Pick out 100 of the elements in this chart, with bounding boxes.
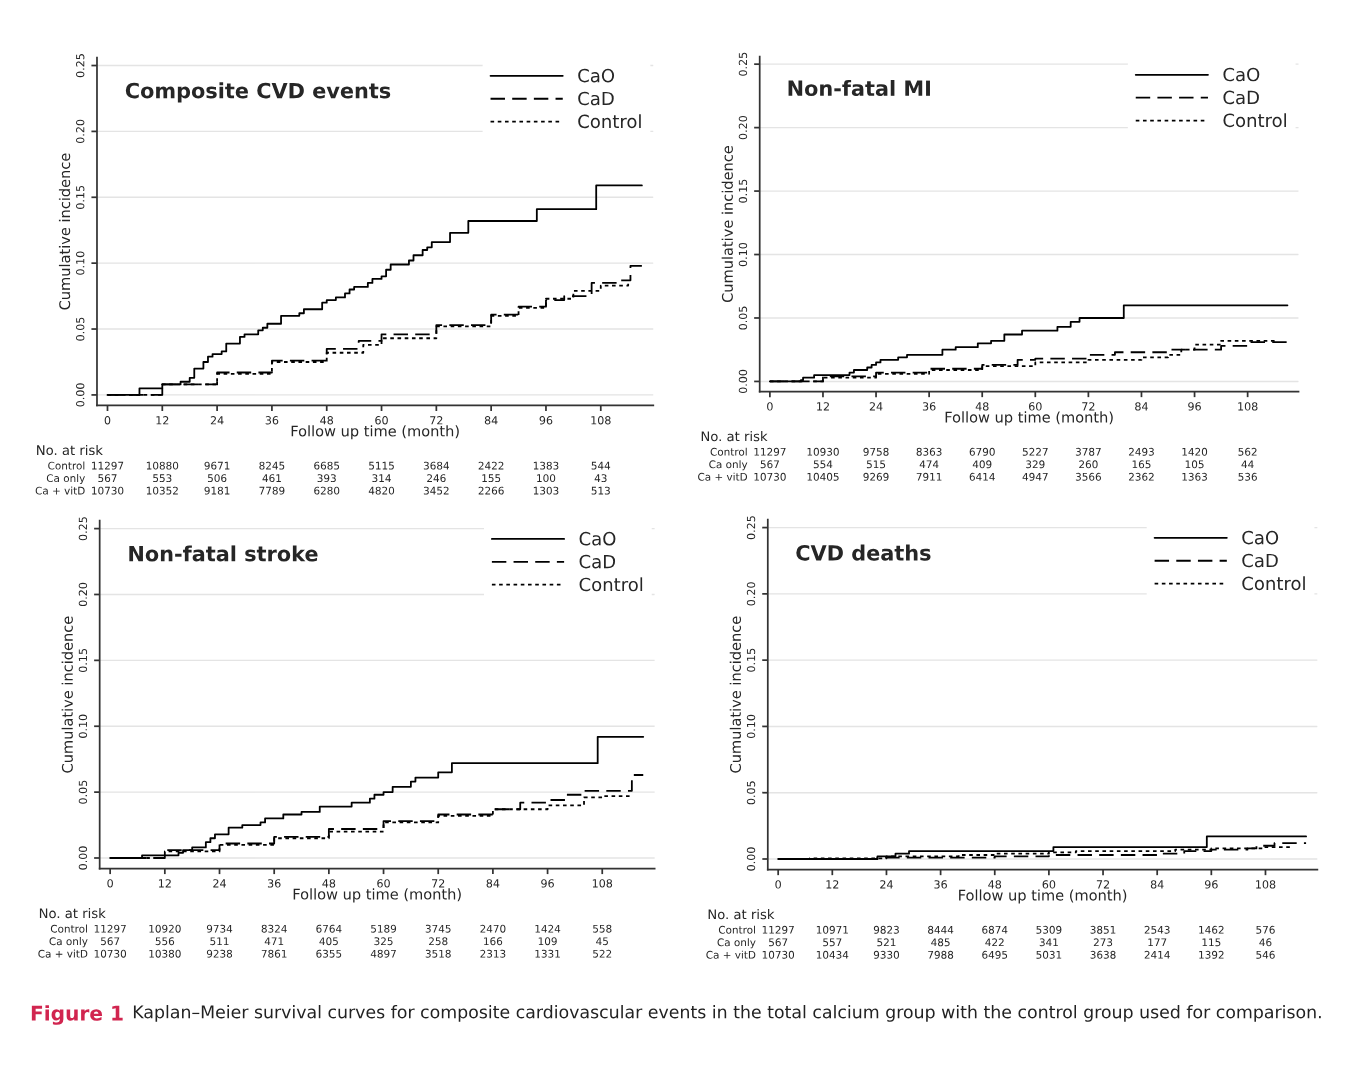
y-tick-label: 0.10 [78,714,88,738]
text: 567 [98,474,117,483]
text: 562 [1238,447,1257,456]
x-tick-label: 72 [430,416,443,425]
text: No. at risk [701,431,768,442]
x-tick-label: 36 [267,879,281,888]
text: 567 [760,460,779,469]
text: 9269 [863,472,889,481]
legend-label: CaO [578,68,615,83]
text: 485 [931,938,950,947]
text: No. at risk [37,444,103,456]
text: Control [710,447,747,456]
y-tick-label: 0.20 [78,582,88,607]
text: 522 [593,949,612,958]
y-tick-label: 0.25 [76,54,85,78]
x-tick-label: 0 [775,880,781,889]
x-tick-label: 72 [432,879,445,888]
text: 558 [593,924,612,933]
text: 546 [1256,950,1275,959]
text: 43 [594,474,607,483]
text: 325 [374,937,393,946]
text: Ca only [717,938,756,949]
y-tick-label: 0.15 [76,185,85,209]
text: 576 [1256,925,1275,934]
text: 11297 [762,925,794,934]
y-tick-label: 0.25 [78,517,88,541]
text: 1462 [1199,925,1224,934]
text: 258 [429,937,448,946]
y-axis-title: Cumulative incidence [61,616,73,773]
x-tick-label: 108 [591,416,611,425]
text: 2313 [480,949,506,958]
text: 6355 [316,949,342,958]
text: 556 [155,937,175,946]
text: 8363 [916,447,942,456]
text: 7861 [261,949,287,958]
text: 329 [1026,460,1045,469]
text: Ca + vitD [38,949,88,958]
y-axis-title: Cumulative incidence [721,146,733,303]
text: 521 [877,938,896,947]
text: 5189 [371,924,397,933]
text: 105 [1185,460,1204,469]
text: 6790 [969,447,995,456]
y-tick-label: 0.25 [746,516,756,540]
text: 6414 [969,472,995,481]
caption: Figure 1 [31,1005,123,1025]
y-tick-label: 0.15 [746,648,756,672]
text: 511 [210,937,229,946]
text: 166 [484,937,503,946]
x-tick-label: 108 [1238,402,1258,411]
text: 11297 [754,447,786,456]
text: Kaplan–Meier survival curves for composite cardiovascular events in the total calcium group with the control group used for comparison. [133,1005,1321,1022]
x-tick-label: 0 [767,402,773,411]
text: 10730 [762,950,795,959]
x-tick-label: 72 [1096,880,1109,889]
text: 393 [317,474,336,483]
x-tick-label: 24 [210,416,224,425]
text: 46 [1259,938,1272,947]
text: 100 [537,474,556,483]
x-tick-label: 48 [975,402,989,411]
text: 10405 [807,472,839,481]
y-axis-title: Cumulative incidence [58,153,71,310]
text: 471 [264,937,284,946]
text: 8324 [261,924,287,933]
text: 4947 [1022,472,1048,481]
legend-label: Control [579,577,643,592]
x-tick-label: 84 [1150,880,1164,889]
x-tick-label: 36 [922,402,936,411]
x-tick-label: 0 [104,416,111,425]
x-tick-label: 96 [539,416,553,425]
text: 2422 [478,461,504,470]
x-tick-label: 24 [213,879,226,888]
y-tick-label: 0.25 [738,52,748,76]
y-tick-label: 0.10 [76,251,85,275]
x-tick-label: 36 [265,416,279,425]
x-tick-label: 96 [541,879,554,888]
text: Control [718,925,755,934]
x-tick-label: 96 [1204,880,1218,889]
text: 3638 [1090,950,1116,959]
text: 109 [538,937,557,946]
legend-label: CaD [579,554,616,569]
text: 3684 [423,461,450,470]
text: 8245 [259,461,285,470]
y-axis-title: Cumulative incidence [729,616,742,773]
y-tick-label: 0.15 [78,648,88,672]
x-tick-label: 24 [869,402,883,411]
x-tick-label: 48 [322,879,336,888]
text: 9238 [206,949,233,958]
text: 515 [866,460,886,469]
text: 4897 [370,949,396,958]
text: Non-fatal stroke [129,545,318,562]
text: 474 [919,460,939,469]
text: 536 [1238,472,1257,481]
text: 5115 [369,461,394,470]
y-tick-label: 0.20 [738,115,748,140]
legend-label: Control [1223,113,1286,128]
text: 1424 [535,924,561,933]
text: Composite CVD events [125,82,391,103]
text: 2414 [1144,950,1170,959]
text: 6685 [314,461,340,470]
y-tick-label: 0.00 [78,846,88,870]
